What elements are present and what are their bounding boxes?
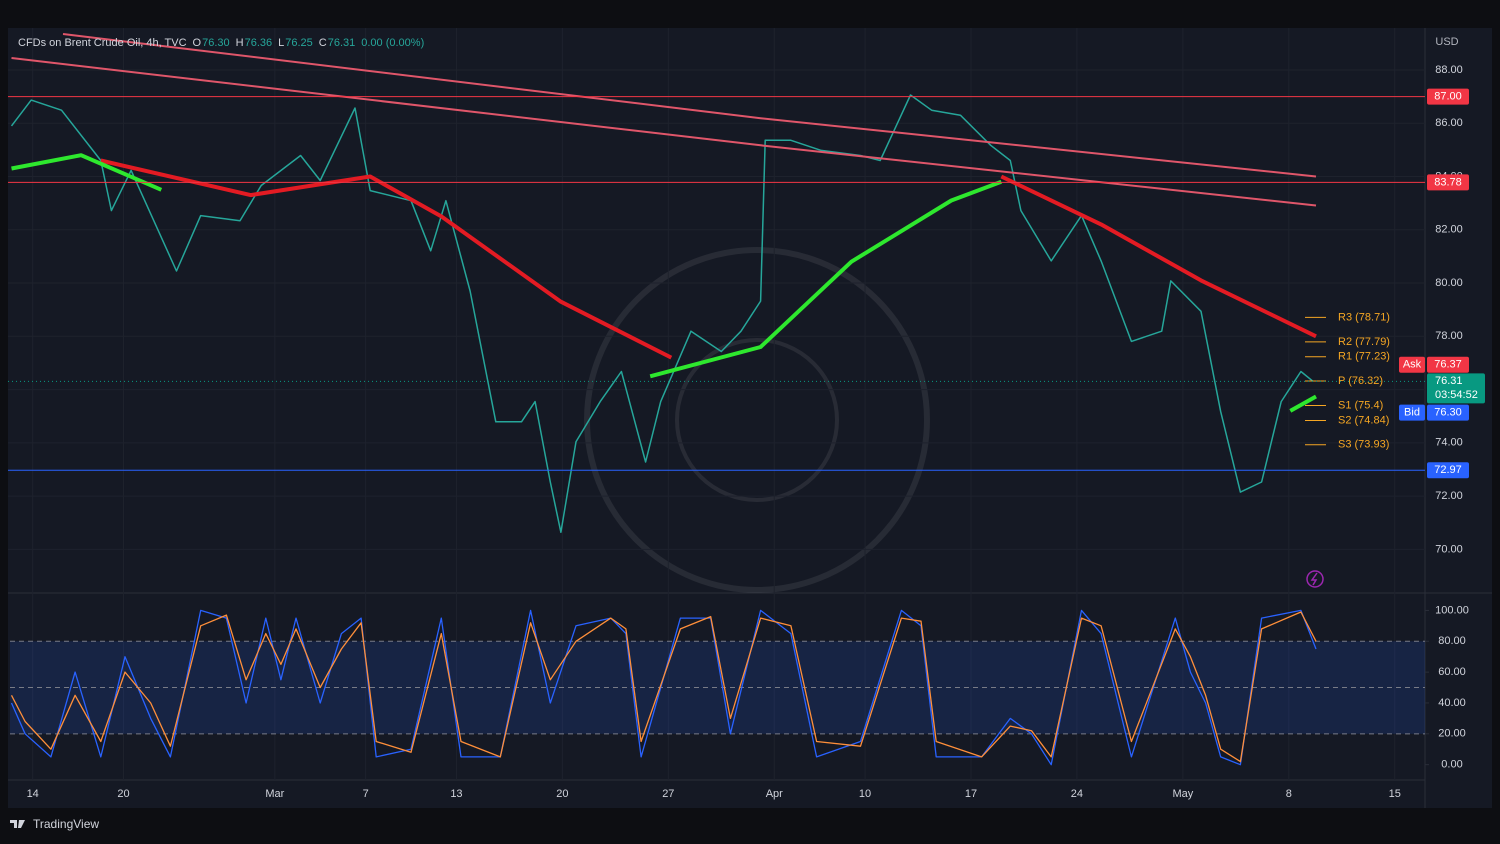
brand-logo (10, 820, 25, 828)
x-tick-label: 17 (965, 788, 977, 800)
ohlc-key: C (319, 37, 327, 49)
series-line (11, 57, 1317, 207)
brand: TradingView (33, 817, 99, 831)
ask-value: 76.37 (1434, 359, 1462, 371)
currency: USD (1435, 36, 1458, 48)
x-tick-label: 24 (1071, 788, 1083, 800)
pivot-label: S3 (73.93) (1338, 439, 1389, 451)
ohlc-key: O (193, 37, 202, 49)
x-tick-label: Apr (766, 788, 783, 800)
level-label: 72.97 (1434, 464, 1462, 476)
ohlc-value: 76.31 (328, 37, 356, 49)
y-tick-label: 80.00 (1435, 277, 1463, 289)
x-tick-label: 7 (363, 788, 369, 800)
y-tick-label: 40.00 (1438, 697, 1466, 709)
y-tick-label: 88.00 (1435, 64, 1463, 76)
ask-name: Ask (1403, 359, 1422, 371)
ohlc-value: 76.25 (285, 37, 313, 49)
series-line (10, 611, 1317, 763)
x-tick-label: May (1172, 788, 1193, 800)
level-label: 87.00 (1434, 90, 1462, 102)
footer: TradingView (10, 817, 99, 831)
level-label: 83.78 (1434, 176, 1462, 188)
ask-name-tag (1399, 356, 1425, 373)
ohlc-value: 76.30 (202, 37, 230, 49)
ohlc-key: H (236, 37, 244, 49)
level-tag (1427, 88, 1469, 105)
series-line (10, 94, 1314, 534)
x-tick-label: 10 (859, 788, 871, 800)
level-tag (1427, 174, 1469, 191)
y-tick-label: 0.00 (1441, 759, 1462, 771)
series-line (11, 153, 1317, 413)
ohlc-value: 76.36 (245, 37, 273, 49)
bid-name: Bid (1404, 406, 1420, 418)
y-tick-label: 20.00 (1438, 728, 1466, 740)
symbol: CFDs on Brent Crude Oil, 4h, TVC (18, 37, 187, 49)
watermark (584, 247, 930, 593)
last-tag (1427, 373, 1485, 404)
y-tick-label: 80.00 (1438, 635, 1466, 647)
y-tick-label: 78.00 (1435, 330, 1463, 342)
y-tick-label: 82.00 (1435, 224, 1463, 236)
y-tick-label: 100.00 (1435, 604, 1469, 616)
x-tick-label: 15 (1389, 788, 1401, 800)
grid (8, 28, 1425, 780)
y-tick-label: 60.00 (1438, 666, 1466, 678)
chart-area (8, 28, 1492, 808)
pivot-label: R2 (77.79) (1338, 336, 1390, 348)
main-pane: R3 (78.71)R2 (77.79)R1 (77.23)P (76.32)S… (8, 33, 1425, 534)
pivot-label: R1 (77.23) (1338, 351, 1390, 363)
change: 0.00 (0.00%) (361, 37, 424, 49)
last-value: 76.31 (1435, 375, 1463, 387)
legend-header: CFDs on Brent Crude Oil, 4h, TVC O76.30 H7… (18, 37, 424, 49)
series-line (62, 33, 1317, 178)
y-tick-label: 70.00 (1435, 543, 1463, 555)
x-tick-label: Mar (265, 788, 284, 800)
oscillator-pane (10, 609, 1425, 766)
ask-value-tag (1427, 356, 1469, 373)
pivot-label: S1 (75.4) (1338, 399, 1383, 411)
x-tick-label: 14 (27, 788, 39, 800)
countdown: 03:54:52 (1435, 389, 1478, 401)
series-line (100, 158, 1317, 360)
ohlc-key: L (278, 37, 284, 49)
axes: 14 20 Mar 7 13 20 27 Apr 10 17 24 May 8 15 70.00 72.00 7… (27, 64, 1485, 800)
x-tick-label: 20 (556, 788, 568, 800)
x-tick-label: 27 (662, 788, 674, 800)
pivot-label: R3 (78.71) (1338, 311, 1390, 323)
x-tick-label: 8 (1286, 788, 1292, 800)
pivot-label: S2 (74.84) (1338, 414, 1389, 426)
x-tick-label: 20 (117, 788, 129, 800)
header: CFDs on Brent Crude Oil, 4h, TVC O76.30 H7… (18, 37, 424, 49)
bid-value: 76.30 (1434, 406, 1462, 418)
alert-icon (1306, 570, 1324, 588)
y-tick-label: 86.00 (1435, 117, 1463, 129)
bid-value-tag (1427, 404, 1469, 421)
bid-name-tag (1399, 404, 1425, 421)
x-tick-label: 13 (450, 788, 462, 800)
level-tag (1427, 462, 1469, 479)
y-tick-label: 72.00 (1435, 490, 1463, 502)
y-tick-label: 74.00 (1435, 437, 1463, 449)
